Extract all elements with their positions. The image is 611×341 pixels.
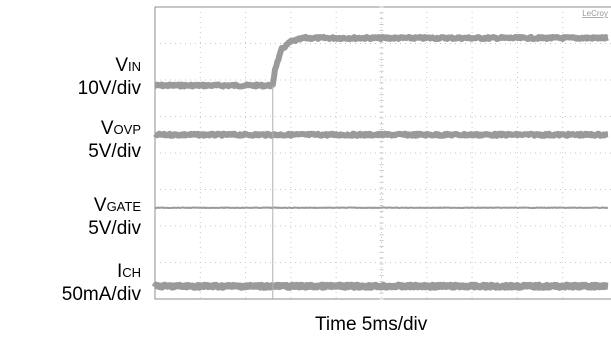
- vgate-label: VGATE 5V/div: [88, 195, 141, 240]
- trace-vgate: [154, 206, 609, 209]
- ich-label: ICH 50mA/div: [62, 261, 141, 306]
- trace-vovp: [153, 130, 610, 139]
- vovp-label: VOVP 5V/div: [88, 118, 141, 163]
- trace-ich: [151, 281, 611, 291]
- vin-symbol: V: [115, 55, 128, 76]
- vin-label: VIN 10V/div: [78, 55, 141, 100]
- vgate-symbol: V: [93, 195, 107, 216]
- ich-symbol: I: [116, 261, 123, 282]
- x-axis-label: Time 5ms/div: [315, 314, 428, 335]
- ich-subscript: CH: [122, 265, 141, 280]
- vgate-subscript: GATE: [106, 199, 141, 214]
- vgate-scale: 5V/div: [88, 218, 141, 239]
- trace-vin: [153, 33, 610, 90]
- vovp-scale: 5V/div: [88, 141, 141, 162]
- brand-label: LeCroy: [582, 9, 608, 18]
- vovp-subscript: OVP: [113, 122, 141, 137]
- vin-scale: 10V/div: [77, 78, 141, 99]
- vovp-symbol: V: [100, 118, 114, 139]
- vin-subscript: IN: [128, 59, 141, 74]
- ich-scale: 50mA/div: [61, 284, 141, 305]
